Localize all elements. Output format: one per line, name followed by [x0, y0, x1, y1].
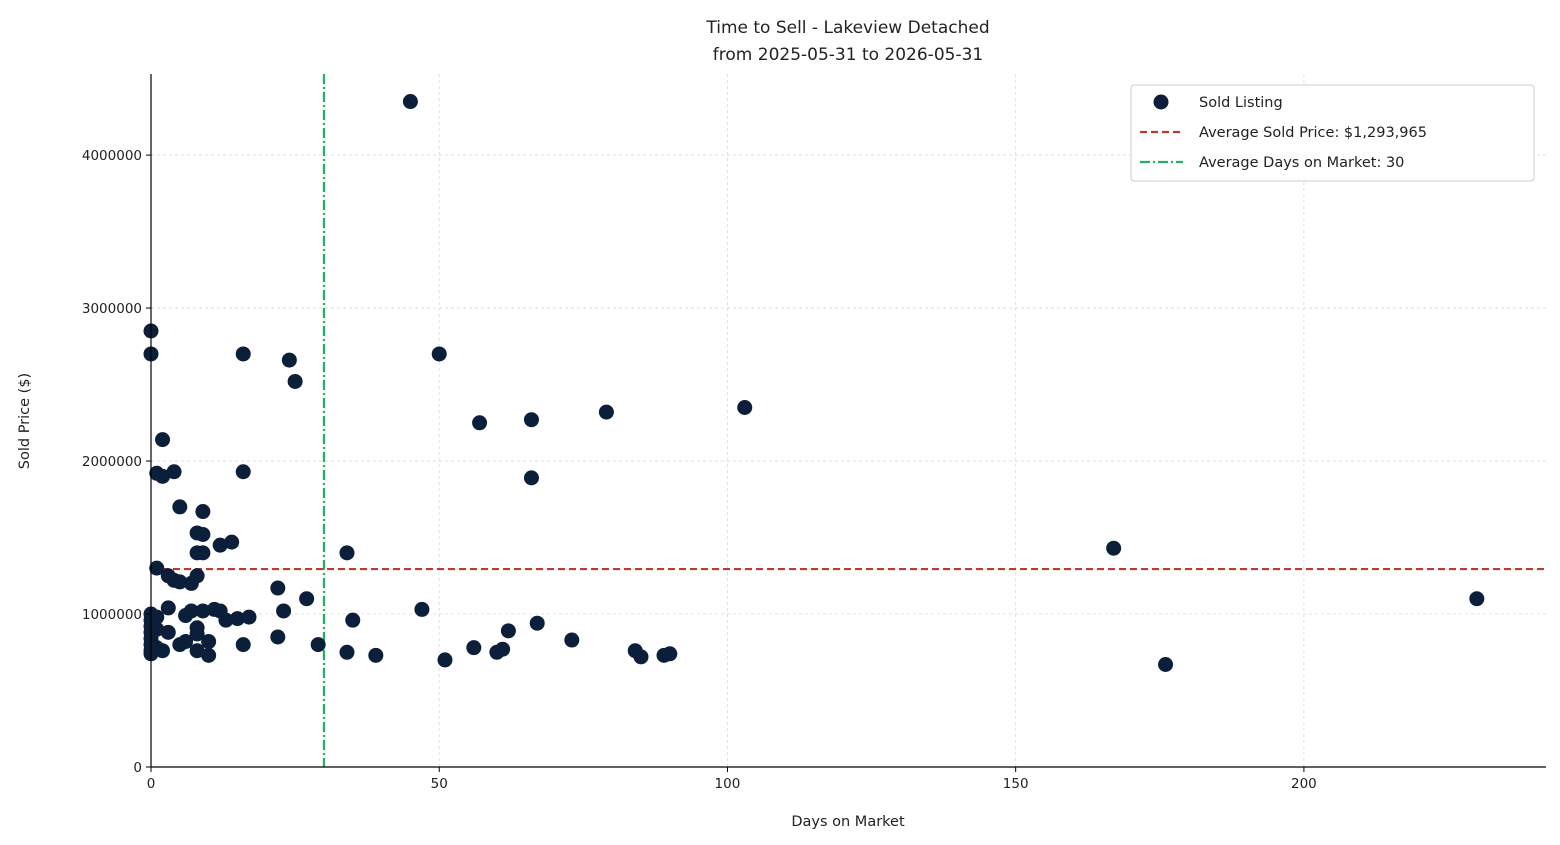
legend-label-avg-days: Average Days on Market: 30 [1199, 155, 1404, 171]
x-tick-label: 150 [1003, 776, 1029, 792]
data-point [598, 404, 614, 420]
data-point [662, 646, 678, 662]
reference-lines [151, 74, 1546, 767]
data-point [402, 94, 418, 110]
data-point [224, 534, 240, 550]
data-point [1158, 657, 1174, 673]
data-point [212, 537, 228, 553]
y-tick-label: 0 [133, 760, 142, 776]
data-point [633, 649, 649, 665]
x-tick-label: 100 [715, 776, 741, 792]
data-point [270, 580, 286, 596]
data-point [500, 623, 516, 639]
data-point [276, 603, 292, 619]
y-tick-label: 2000000 [82, 454, 142, 470]
data-point [466, 640, 482, 656]
data-point [160, 624, 176, 640]
data-point [529, 615, 545, 631]
data-point [195, 504, 211, 520]
data-point [437, 652, 453, 668]
data-point [235, 637, 251, 653]
data-point [241, 609, 257, 625]
data-point [201, 647, 217, 663]
legend-box [1130, 84, 1535, 182]
data-point [339, 545, 355, 561]
x-tick-label: 200 [1291, 776, 1317, 792]
data-point [155, 643, 171, 659]
data-point [472, 415, 488, 431]
data-point [523, 470, 539, 486]
data-point [201, 634, 217, 650]
data-point [178, 634, 194, 650]
x-axis-label: Days on Market [791, 814, 905, 830]
legend-point-marker [1153, 94, 1169, 110]
data-point [523, 412, 539, 428]
axes [150, 74, 1546, 768]
data-point [339, 644, 355, 660]
y-tick-label: 4000000 [82, 148, 142, 164]
chart-subtitle: from 2025-05-31 to 2026-05-31 [713, 45, 983, 65]
gridlines [151, 74, 1546, 767]
data-point [229, 611, 245, 627]
legend-label-sold-listing: Sold Listing [1199, 95, 1283, 111]
data-point [299, 591, 315, 607]
legend-label-avg-price: Average Sold Price: $1,293,965 [1199, 125, 1427, 141]
y-tick-label: 1000000 [82, 607, 142, 623]
data-point [368, 647, 384, 663]
data-point [189, 643, 205, 659]
data-point [564, 632, 580, 648]
x-axis-ticks: 0 50 100 150 200 [147, 767, 1317, 792]
data-point [737, 399, 753, 415]
data-point [281, 352, 297, 368]
data-point [189, 626, 205, 642]
data-point [235, 464, 251, 480]
data-point [155, 468, 171, 484]
data-point [195, 545, 211, 561]
y-axis-label: Sold Price ($) [17, 373, 33, 469]
data-point [149, 560, 165, 576]
x-tick-label: 0 [147, 776, 156, 792]
data-point [1469, 591, 1485, 607]
data-point [166, 464, 182, 480]
y-tick-label: 3000000 [82, 301, 142, 317]
y-axis-ticks: 0 1000000 2000000 3000000 4000000 [82, 148, 151, 776]
data-point [287, 373, 303, 389]
x-tick-label: 50 [431, 776, 448, 792]
data-point [195, 603, 211, 619]
data-point [155, 432, 171, 448]
data-point [431, 346, 447, 362]
data-point [270, 629, 286, 645]
data-point [235, 346, 251, 362]
data-point [172, 499, 188, 515]
data-point [218, 612, 234, 628]
data-point [310, 637, 326, 653]
data-point [149, 621, 165, 637]
data-point [495, 641, 511, 657]
data-point [195, 526, 211, 542]
data-point [345, 612, 361, 628]
data-point [189, 568, 205, 584]
data-point [183, 603, 199, 619]
legend: Sold Listing Average Sold Price: $1,293,… [1130, 84, 1535, 182]
data-point [414, 601, 430, 617]
data-point [149, 609, 165, 625]
data-point [1106, 540, 1122, 556]
data-point [160, 600, 176, 616]
data-point [172, 574, 188, 590]
chart-title: Time to Sell - Lakeview Detached [705, 18, 989, 38]
